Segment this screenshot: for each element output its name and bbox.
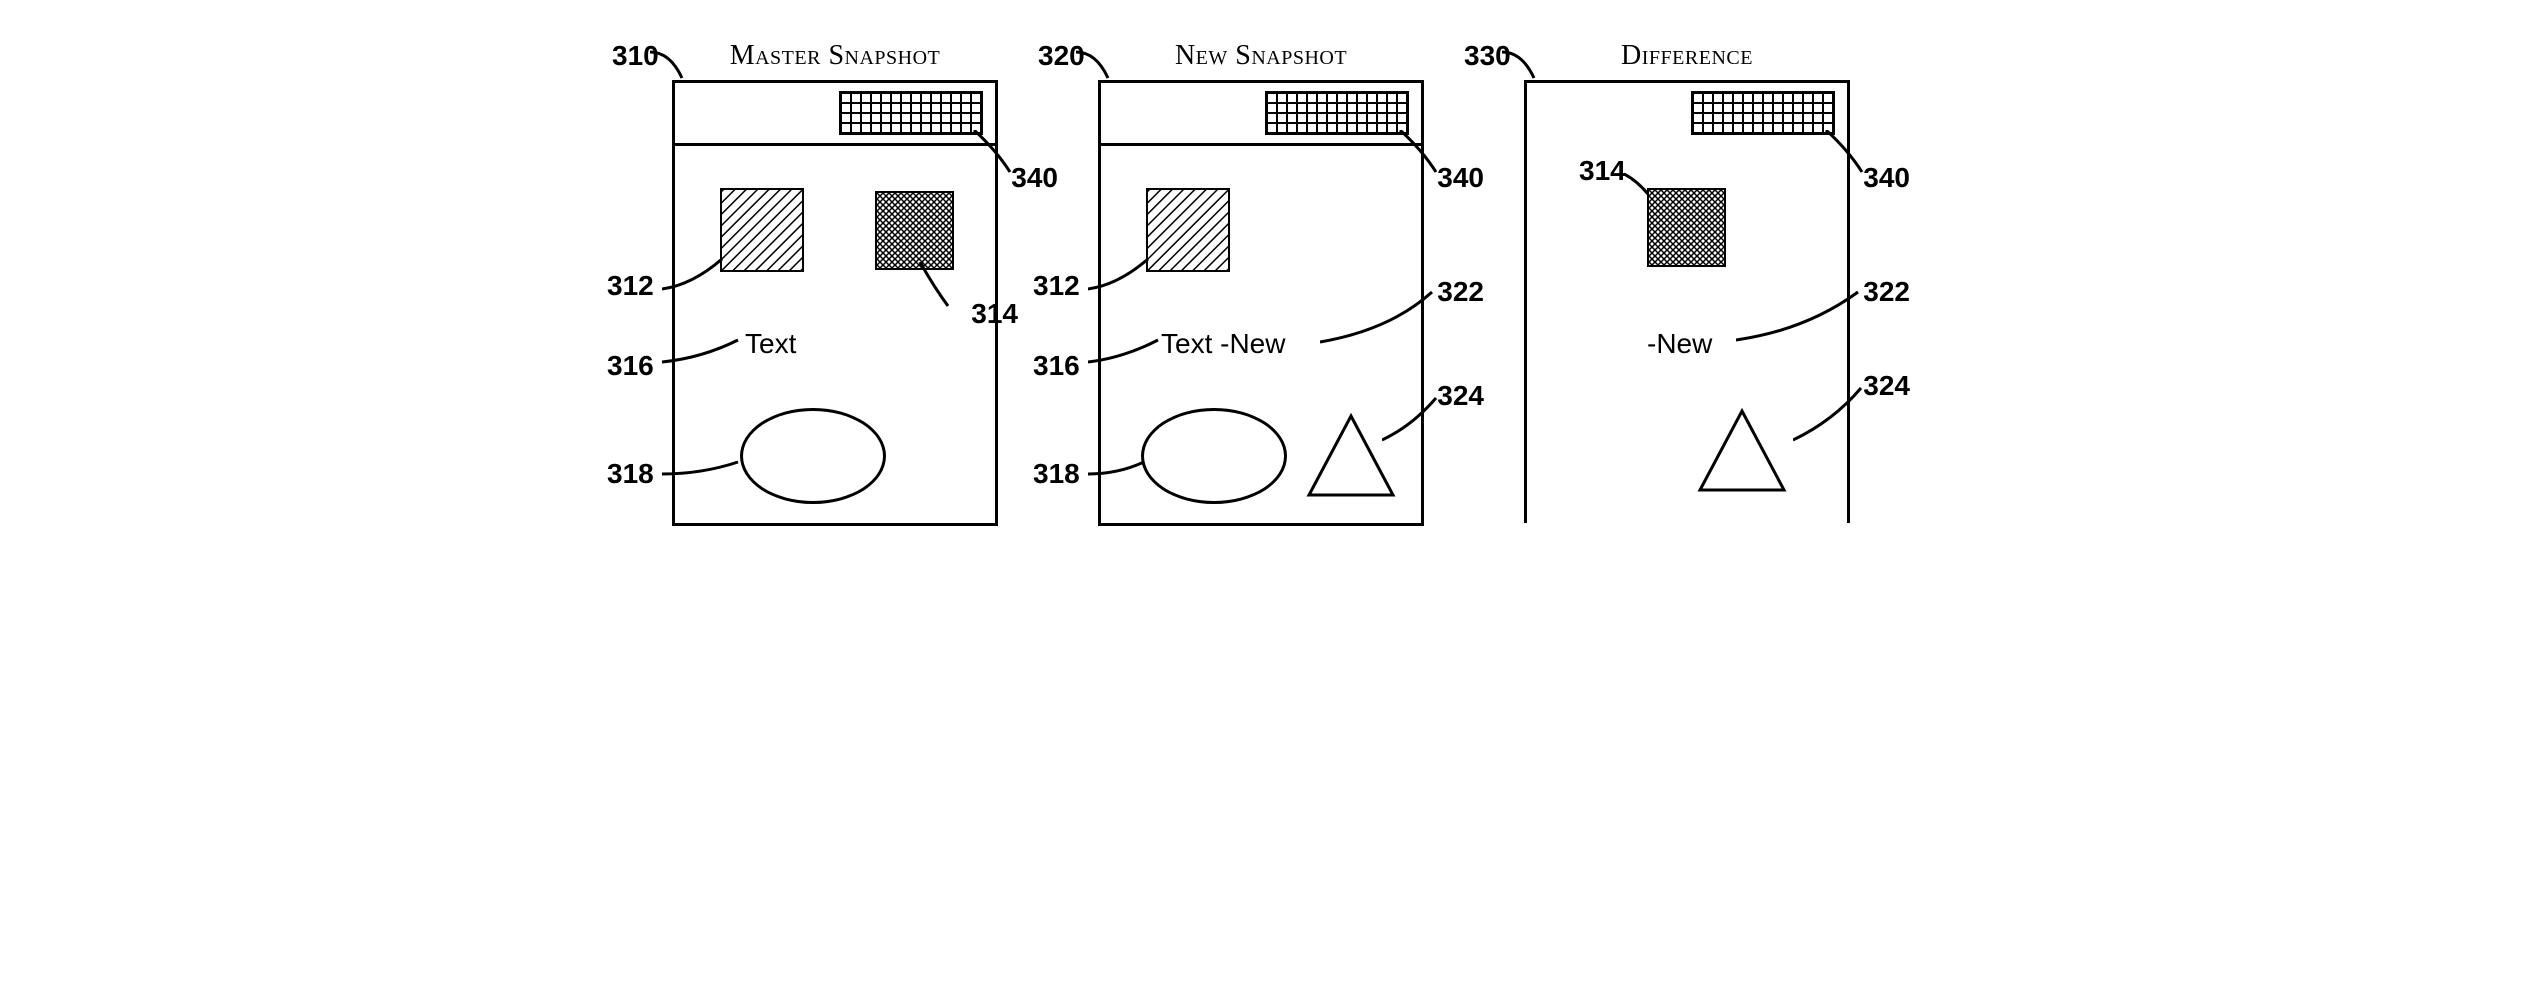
panel-master-title: Master Snapshot bbox=[730, 40, 941, 72]
ref-ellipse: 318 bbox=[607, 458, 654, 490]
text-label: Text -New bbox=[1161, 328, 1285, 360]
ref-text: 316 bbox=[607, 350, 654, 382]
ref-diag-square-new: 312 bbox=[1033, 270, 1080, 302]
panel-master: Text bbox=[672, 80, 998, 526]
text-label: -New bbox=[1647, 328, 1712, 360]
grid-box bbox=[839, 91, 983, 135]
diag-hatch-square bbox=[1146, 188, 1230, 272]
ref-text-old: 316 bbox=[1033, 350, 1080, 382]
ref-diag-square: 312 bbox=[607, 270, 654, 302]
diag-hatch-square bbox=[720, 188, 804, 272]
ellipse-shape bbox=[1141, 408, 1287, 504]
ref-cross-square: 314 bbox=[971, 298, 1018, 330]
grid-box bbox=[1265, 91, 1409, 135]
panel-diff-title: Difference bbox=[1621, 40, 1753, 72]
ellipse-shape bbox=[740, 408, 886, 504]
panel-new: Text -New bbox=[1098, 80, 1424, 526]
crosshatch-square bbox=[875, 191, 954, 270]
panel-new-wrapper: New Snapshot bbox=[1098, 40, 1424, 526]
ref-ellipse-new: 318 bbox=[1033, 458, 1080, 490]
triangle-shape bbox=[1306, 413, 1396, 503]
ref-grid-new: 340 bbox=[1437, 162, 1484, 194]
ref-cross-square-diff: 314 bbox=[1579, 155, 1626, 187]
crosshatch-square bbox=[1647, 188, 1726, 267]
ref-panel-diff: 330 bbox=[1464, 40, 1511, 72]
ref-grid-master: 340 bbox=[1011, 162, 1058, 194]
panel-diff-wrapper: Difference bbox=[1524, 40, 1850, 523]
ref-text-new: 322 bbox=[1437, 276, 1484, 308]
ref-text-new-diff: 322 bbox=[1863, 276, 1910, 308]
triangle-shape bbox=[1697, 408, 1787, 498]
panel-diff: -New bbox=[1524, 80, 1850, 523]
grid-box bbox=[1691, 91, 1835, 135]
ref-triangle-new: 324 bbox=[1437, 380, 1484, 412]
ref-triangle-diff: 324 bbox=[1863, 370, 1910, 402]
ref-panel-new: 320 bbox=[1038, 40, 1085, 72]
text-label: Text bbox=[745, 328, 796, 360]
ref-grid-diff: 340 bbox=[1863, 162, 1910, 194]
panel-master-wrapper: Master Snapshot bbox=[672, 40, 998, 526]
snapshot-diagram: Master Snapshot bbox=[20, 20, 2502, 546]
ref-panel-master: 310 bbox=[612, 40, 659, 72]
panel-new-title: New Snapshot bbox=[1175, 40, 1347, 72]
